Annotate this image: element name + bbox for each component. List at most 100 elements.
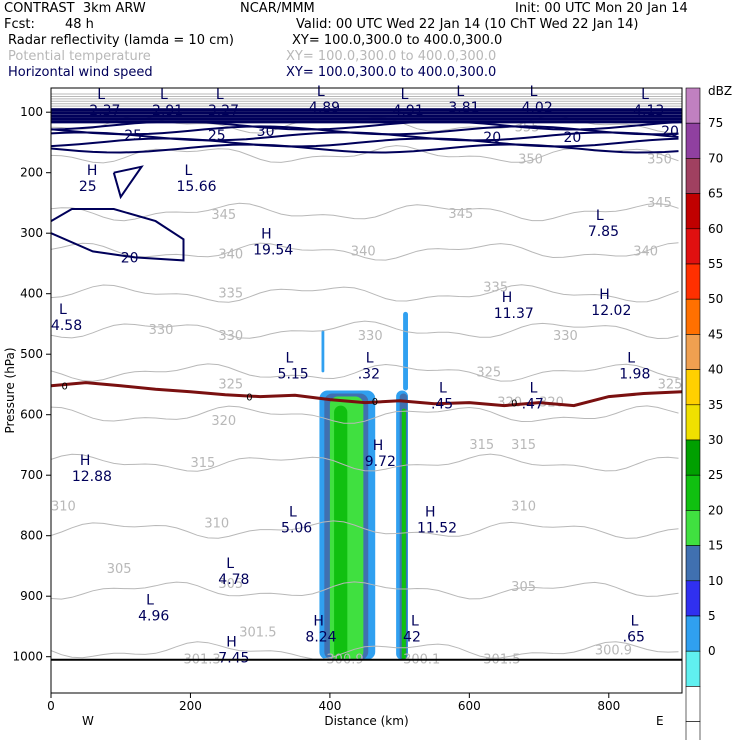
y-tick-label: 700 bbox=[20, 468, 43, 482]
extremum-value: 19.54 bbox=[253, 242, 293, 258]
plot-frame bbox=[50, 87, 683, 694]
extremum-type: H bbox=[313, 613, 324, 629]
theta-label: 330 bbox=[149, 323, 174, 338]
extremum-value: 4.89 bbox=[309, 100, 340, 116]
y-tick-label: 300 bbox=[20, 226, 43, 240]
colorbar-label: 25 bbox=[708, 468, 723, 482]
colorbar-swatch bbox=[685, 650, 701, 687]
theta-label: 345 bbox=[211, 208, 236, 223]
extremum-type: L bbox=[641, 87, 649, 103]
colorbar-label: 5 bbox=[708, 609, 716, 623]
wind-label: 25 bbox=[208, 128, 226, 144]
wind-label: 20 bbox=[483, 130, 501, 146]
reflectivity-cell bbox=[321, 330, 325, 373]
extremum-type: H bbox=[226, 635, 237, 651]
extremum-type: H bbox=[87, 163, 98, 179]
extremum-low: L4.78 bbox=[218, 556, 249, 588]
colorbar-label: 50 bbox=[708, 292, 723, 306]
extremum-low: L4.13 bbox=[633, 87, 664, 119]
wind-contour-loop bbox=[112, 165, 144, 200]
colorbar-unit: dBZ bbox=[708, 84, 732, 98]
y-tick-label: 500 bbox=[20, 347, 43, 361]
extremum-type: H bbox=[599, 287, 610, 303]
theta-label: 301.5 bbox=[239, 626, 276, 641]
y-tick-label: 200 bbox=[20, 166, 43, 180]
extremum-value: 3.27 bbox=[208, 103, 239, 119]
extremum-value: 5.15 bbox=[278, 366, 309, 382]
extremum-value: 7.85 bbox=[588, 224, 619, 240]
colorbar-swatch bbox=[685, 334, 701, 370]
extremum-type: L bbox=[411, 613, 419, 629]
east-label: E bbox=[656, 714, 664, 728]
theta-label: 310 bbox=[204, 517, 229, 532]
colorbar-swatch bbox=[685, 439, 701, 476]
valid-time: Valid: 00 UTC Wed 22 Jan 14 (10 ChT Wed … bbox=[296, 17, 639, 32]
colorbar-label: 35 bbox=[708, 398, 723, 412]
extremum-high: H12.02 bbox=[591, 287, 631, 319]
theta-label: 340 bbox=[633, 244, 658, 259]
extremum-high: H8.24 bbox=[305, 613, 336, 645]
colorbar-label: 10 bbox=[708, 574, 723, 588]
extremum-type: L bbox=[456, 84, 464, 100]
x-tick-label: 800 bbox=[597, 699, 620, 713]
colorbar-swatch bbox=[685, 510, 701, 546]
extremum-value: .47 bbox=[522, 397, 544, 413]
extremum-type: L bbox=[366, 350, 374, 366]
theta-label: 315 bbox=[190, 456, 215, 471]
theta-label: 350 bbox=[518, 152, 543, 167]
extremum-type: H bbox=[261, 226, 272, 242]
extremum-low: L.45 bbox=[431, 381, 453, 413]
extremum-low: L5.06 bbox=[281, 505, 312, 537]
wind-contour bbox=[51, 143, 679, 154]
theta-label: 310 bbox=[51, 500, 76, 515]
extremum-value: 15.66 bbox=[176, 179, 216, 195]
extremum-low: L4.96 bbox=[138, 592, 169, 624]
extremum-type: L bbox=[289, 505, 297, 521]
init-time: Init: 00 UTC Mon 20 Jan 14 bbox=[515, 1, 688, 16]
extremum-value: 2.91 bbox=[152, 103, 183, 119]
extremum-low: L42 bbox=[403, 613, 421, 645]
freezing-level-label: 0 bbox=[246, 393, 252, 404]
extremum-type: L bbox=[317, 84, 325, 100]
extremum-type: L bbox=[530, 381, 538, 397]
colorbar-label: 15 bbox=[708, 539, 723, 553]
extremum-type: L bbox=[631, 613, 639, 629]
freezing-level-label: 0 bbox=[61, 382, 67, 393]
field-reflectivity: Radar reflectivity (lamda = 10 cm) bbox=[8, 33, 234, 48]
extremum-type: L bbox=[439, 381, 447, 397]
extremum-value: 1.98 bbox=[619, 366, 650, 382]
wind-label: 30 bbox=[257, 124, 275, 140]
extremum-type: L bbox=[146, 592, 154, 608]
colorbar-label: 30 bbox=[708, 433, 723, 447]
extremum-low: L2.37 bbox=[89, 87, 120, 119]
theta-label: 315 bbox=[469, 438, 494, 453]
extremum-type: L bbox=[97, 87, 105, 103]
west-label: W bbox=[82, 714, 94, 728]
extremum-value: 4.96 bbox=[138, 608, 169, 624]
field-theta: Potential temperature bbox=[8, 49, 151, 64]
colorbar-swatch bbox=[685, 158, 701, 194]
y-tick-label: 600 bbox=[20, 408, 43, 422]
fcst-value: 48 h bbox=[65, 17, 94, 32]
colorbar-label: 65 bbox=[708, 187, 723, 201]
y-axis-label: Pressure (hPa) bbox=[3, 347, 17, 433]
reflectivity-cell bbox=[403, 311, 408, 391]
theta-label: 330 bbox=[553, 329, 578, 344]
y-tick-label: 800 bbox=[20, 529, 43, 543]
colorbar-swatch bbox=[685, 369, 701, 406]
extremum-type: L bbox=[286, 350, 294, 366]
extremum-value: 8.24 bbox=[305, 629, 336, 645]
wind-label: 20 bbox=[121, 250, 139, 266]
extremum-value: 42 bbox=[403, 629, 421, 645]
theta-label: 340 bbox=[218, 247, 243, 262]
extremum-value: 4.78 bbox=[218, 572, 249, 588]
theta-label: 330 bbox=[218, 329, 243, 344]
field-wind: Horizontal wind speed bbox=[8, 65, 153, 80]
extremum-value: 4.58 bbox=[51, 318, 82, 334]
extremum-type: L bbox=[596, 208, 604, 224]
extremum-value: 25 bbox=[79, 179, 97, 195]
colorbar-swatch bbox=[685, 87, 701, 124]
theta-isentrope bbox=[51, 202, 679, 222]
x-axis-label: Distance (km) bbox=[324, 714, 408, 728]
theta-isentrope bbox=[51, 641, 679, 660]
